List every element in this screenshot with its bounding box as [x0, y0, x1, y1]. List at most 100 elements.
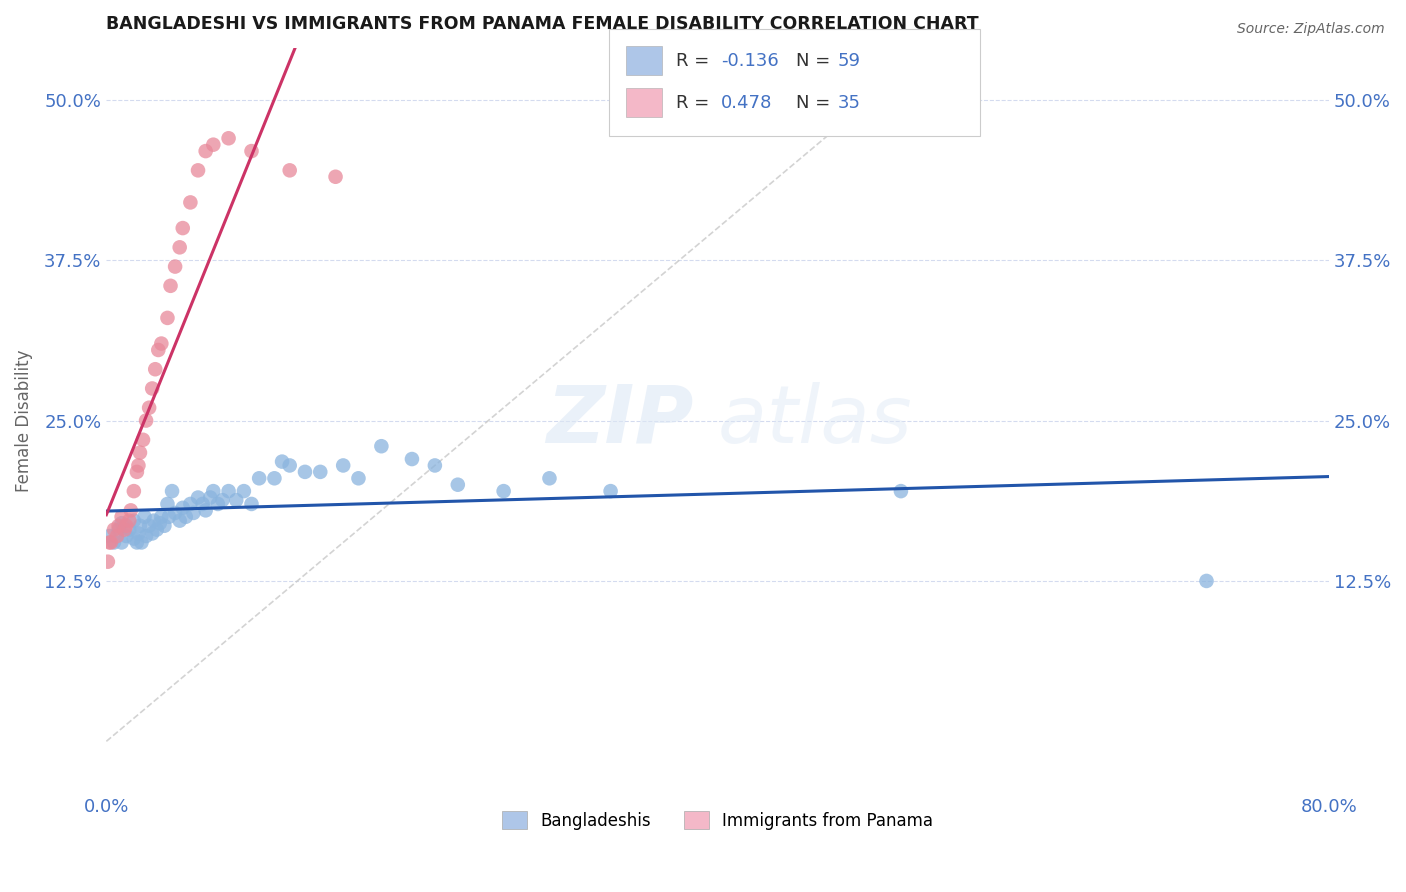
- Text: 0.478: 0.478: [721, 94, 773, 112]
- Point: [141, 526, 163, 541]
- Point: [143, 362, 166, 376]
- Point: [194, 144, 217, 158]
- Text: 59: 59: [838, 52, 860, 70]
- Point: [103, 523, 125, 537]
- Point: [240, 144, 263, 158]
- Point: [115, 518, 138, 533]
- Point: [240, 497, 263, 511]
- Point: [294, 465, 316, 479]
- Point: [135, 529, 157, 543]
- Point: [492, 484, 515, 499]
- Point: [150, 336, 173, 351]
- Point: [131, 535, 153, 549]
- Point: [156, 497, 179, 511]
- Point: [169, 240, 191, 254]
- Text: BANGLADESHI VS IMMIGRANTS FROM PANAMA FEMALE DISABILITY CORRELATION CHART: BANGLADESHI VS IMMIGRANTS FROM PANAMA FE…: [107, 15, 979, 33]
- Point: [247, 471, 270, 485]
- Point: [157, 509, 180, 524]
- Point: [118, 514, 141, 528]
- Point: [114, 523, 136, 537]
- Point: [225, 493, 247, 508]
- Point: [207, 497, 229, 511]
- Point: [538, 471, 561, 485]
- Point: [125, 535, 148, 549]
- Point: [122, 514, 145, 528]
- Point: [111, 509, 134, 524]
- Point: [97, 555, 120, 569]
- Point: [142, 514, 165, 528]
- Text: R =: R =: [676, 52, 716, 70]
- Point: [135, 413, 157, 427]
- Point: [132, 433, 155, 447]
- Point: [146, 523, 169, 537]
- Point: [271, 454, 294, 468]
- Point: [148, 343, 170, 357]
- Point: [447, 477, 470, 491]
- Text: atlas: atlas: [717, 382, 912, 459]
- Point: [156, 310, 179, 325]
- Point: [309, 465, 332, 479]
- Point: [194, 503, 217, 517]
- Point: [890, 484, 912, 499]
- Text: N =: N =: [796, 94, 835, 112]
- Text: -0.136: -0.136: [721, 52, 779, 70]
- Point: [129, 518, 152, 533]
- Text: R =: R =: [676, 94, 716, 112]
- Point: [325, 169, 347, 184]
- Point: [165, 506, 187, 520]
- Point: [111, 516, 134, 531]
- Point: [174, 509, 197, 524]
- Point: [150, 509, 173, 524]
- Point: [127, 526, 149, 541]
- Point: [332, 458, 354, 473]
- Point: [278, 458, 301, 473]
- Text: Source: ZipAtlas.com: Source: ZipAtlas.com: [1237, 22, 1385, 37]
- Point: [172, 221, 194, 235]
- Point: [118, 523, 141, 537]
- Point: [134, 509, 156, 524]
- Text: ZIP: ZIP: [546, 382, 693, 459]
- Point: [149, 516, 172, 531]
- Point: [105, 529, 128, 543]
- Point: [122, 484, 145, 499]
- Point: [98, 535, 121, 549]
- Point: [120, 503, 142, 517]
- Point: [138, 518, 160, 533]
- Point: [202, 137, 225, 152]
- Point: [165, 260, 187, 274]
- Point: [179, 497, 201, 511]
- Point: [129, 445, 152, 459]
- Y-axis label: Female Disability: Female Disability: [15, 350, 32, 491]
- Point: [187, 491, 209, 505]
- Point: [179, 195, 201, 210]
- Point: [172, 500, 194, 515]
- Point: [191, 497, 214, 511]
- Legend: Bangladeshis, Immigrants from Panama: Bangladeshis, Immigrants from Panama: [495, 805, 941, 837]
- Point: [263, 471, 285, 485]
- Point: [347, 471, 370, 485]
- Point: [100, 535, 122, 549]
- Point: [218, 131, 240, 145]
- Point: [107, 518, 129, 533]
- Point: [370, 439, 392, 453]
- Point: [111, 535, 134, 549]
- Point: [401, 452, 423, 467]
- Point: [232, 484, 254, 499]
- Point: [127, 458, 149, 473]
- Point: [159, 278, 181, 293]
- Point: [107, 523, 129, 537]
- Point: [278, 163, 301, 178]
- Point: [169, 514, 191, 528]
- Point: [138, 401, 160, 415]
- Point: [103, 535, 125, 549]
- Point: [211, 493, 233, 508]
- Point: [202, 484, 225, 499]
- Point: [115, 529, 138, 543]
- Text: 35: 35: [838, 94, 860, 112]
- Point: [187, 163, 209, 178]
- Point: [183, 506, 205, 520]
- Point: [160, 484, 183, 499]
- Point: [141, 382, 163, 396]
- Point: [599, 484, 621, 499]
- Point: [153, 518, 176, 533]
